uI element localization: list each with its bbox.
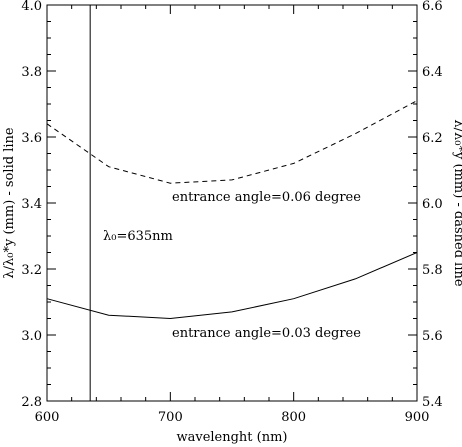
x-tick-label: 600: [35, 410, 60, 425]
y-tick-label-left: 3.0: [21, 329, 42, 344]
y-tick-label-right: 5.8: [422, 263, 443, 278]
y-tick-label-left: 4.0: [21, 0, 42, 14]
x-tick-label: 900: [405, 410, 430, 425]
ticks: [46, 4, 418, 402]
x-axis-title: wavelenght (nm): [176, 430, 287, 445]
series-dashed-line: [46, 100, 418, 184]
y-axis-title-left: λ/λ₀*y (mm) - solid line: [2, 127, 17, 278]
tick-labels: 600 700 800 900 2.8 3.0 3.2 3.4 3.6 3.8 4.0 5.4 5.6 5…: [21, 0, 442, 425]
annotation-solid: entrance angle=0.03 degree: [172, 326, 361, 341]
y-tick-label-right: 6.0: [422, 197, 443, 212]
x-tick-label: 700: [158, 410, 183, 425]
x-tick-label: 800: [281, 410, 306, 425]
y-axis-title-right: λ/λ₀*y (mm) - dashed line: [451, 119, 462, 286]
y-tick-label-left: 3.6: [21, 131, 42, 146]
y-tick-label-right: 6.6: [422, 0, 443, 14]
y-tick-label-right: 6.4: [422, 65, 443, 80]
annotation-dashed: entrance angle=0.06 degree: [172, 190, 361, 205]
vline-label: λ₀=635nm: [103, 229, 173, 244]
y-tick-label-right: 6.2: [422, 131, 443, 146]
y-tick-label-left: 3.2: [21, 263, 42, 278]
y-tick-label-right: 5.6: [422, 329, 443, 344]
y-tick-label-left: 2.8: [21, 395, 42, 410]
y-tick-label-left: 3.4: [21, 197, 42, 212]
series-solid-line: [46, 252, 418, 320]
y-tick-label-left: 3.8: [21, 65, 42, 80]
y-tick-label-right: 5.4: [422, 395, 443, 410]
